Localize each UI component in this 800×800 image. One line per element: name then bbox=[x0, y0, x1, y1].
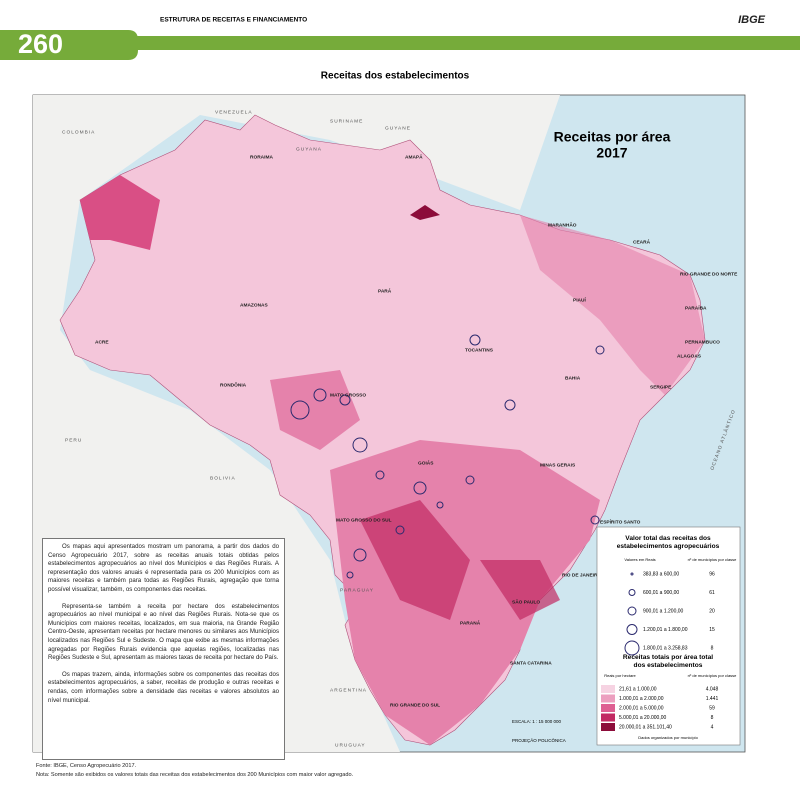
page-title: Receitas dos estabelecimentos bbox=[321, 71, 470, 82]
legend-label: 1.000,01 a 2.000,00 bbox=[619, 696, 664, 702]
legend-title: Receitas totais por área total bbox=[623, 654, 713, 661]
legend-column: Valores em Reais bbox=[624, 557, 655, 562]
logo: IBGE bbox=[738, 14, 766, 26]
legend-label: 20.000,01 a 351.101,40 bbox=[619, 724, 672, 730]
state-label: MINAS GERAIS bbox=[540, 462, 576, 468]
legend-title: dos estabelecimentos bbox=[634, 662, 703, 669]
legend-swatch bbox=[601, 723, 615, 731]
country-label: BOLIVIA bbox=[210, 475, 236, 481]
state-label: RIO DE JANEIRO bbox=[562, 572, 601, 578]
legend-symbol bbox=[624, 640, 640, 656]
map-subtitle: 2017 bbox=[596, 145, 627, 161]
country-label: PARAGUAY bbox=[340, 587, 374, 593]
legend-swatch bbox=[601, 685, 615, 693]
country-label: ARGENTINA bbox=[330, 687, 367, 693]
legend-count: 4 bbox=[711, 724, 714, 730]
legend-label: 383,83 a 600,00 bbox=[643, 571, 679, 577]
state-label: RIO GRANDE DO NORTE bbox=[680, 271, 738, 277]
circle-symbols bbox=[290, 334, 605, 579]
page-tab bbox=[0, 30, 138, 60]
state-label: RIO GRANDE DO SUL bbox=[390, 702, 440, 708]
state-label: AMAPÁ bbox=[405, 153, 423, 160]
map-title: Receitas por área bbox=[554, 129, 671, 145]
state-label: PARAÍBA bbox=[685, 303, 707, 311]
country-label: PERU bbox=[65, 437, 82, 443]
state-label: PERNAMBUCO bbox=[685, 339, 720, 345]
state-label: ACRE bbox=[95, 339, 109, 345]
country-label: GUYANA bbox=[296, 146, 322, 152]
state-label: RONDÔNIA bbox=[220, 380, 247, 388]
paragraph: Os mapas trazem, ainda, informações sobr… bbox=[48, 670, 279, 704]
country-label: VENEZUELA bbox=[215, 109, 253, 115]
legend-swatch bbox=[601, 713, 615, 722]
legend-swatch bbox=[601, 704, 615, 712]
state-label: AMAZONAS bbox=[240, 302, 269, 308]
legend-count: 1.441 bbox=[706, 696, 719, 702]
legend-column: Reais por hectare bbox=[604, 673, 636, 678]
legend-title: estabelecimentos agropecuários bbox=[617, 543, 720, 550]
paragraph: Representa-se também a receita por hecta… bbox=[48, 602, 279, 662]
state-label: PARANÁ bbox=[460, 619, 481, 626]
legend-symbol bbox=[628, 589, 636, 596]
legend-count: 4.048 bbox=[706, 686, 719, 692]
darkest-regions bbox=[360, 205, 560, 620]
legend-label: 600,01 a 900,00 bbox=[643, 590, 679, 596]
state-label: BAHIA bbox=[565, 375, 581, 381]
legend-symbol bbox=[626, 624, 638, 635]
legend-label: 5.000,01 a 20.000,00 bbox=[619, 715, 666, 721]
state-label: PARÁ bbox=[378, 287, 392, 294]
legend-count: 96 bbox=[709, 571, 715, 577]
state-label: PIAUÍ bbox=[573, 295, 586, 303]
page-number: 260 bbox=[18, 29, 63, 59]
state-label: GOIÁS bbox=[418, 459, 434, 466]
legend-swatch bbox=[601, 694, 615, 703]
legend-count: 8 bbox=[711, 715, 714, 721]
section-title: ESTRUTURA DE RECEITAS E FINANCIAMENTO bbox=[160, 17, 307, 24]
country-label: GUYANE bbox=[385, 125, 411, 131]
text-box: Os mapas aqui apresentados mostram um pa… bbox=[42, 538, 285, 760]
country-label: COLOMBIA bbox=[62, 129, 95, 135]
legend-count: 15 bbox=[709, 627, 715, 633]
state-label: MATO GROSSO bbox=[330, 392, 366, 398]
footnote: Fonte: IBGE, Censo Agropecuário 2017. bbox=[36, 763, 137, 769]
state-label: CEARÁ bbox=[633, 238, 651, 245]
footnote: Nota: Somente são exibidos os valores to… bbox=[36, 772, 354, 778]
legend-count: 59 bbox=[709, 705, 715, 711]
paragraph: Os mapas aqui apresentados mostram um pa… bbox=[48, 543, 279, 593]
legend-column: nº de municípios por classe bbox=[688, 557, 738, 562]
map-projection: PROJEÇÃO POLICÔNICA bbox=[512, 737, 566, 743]
legend-box bbox=[596, 526, 741, 746]
state-label: RORAIMA bbox=[250, 154, 273, 160]
legend-symbol bbox=[627, 606, 637, 616]
map-scale: ESCALA: 1 : 15 000 000 bbox=[512, 719, 562, 724]
state-label: SERGIPE bbox=[650, 384, 672, 390]
legend-symbol bbox=[630, 572, 634, 576]
legend-note: Dados organizados por município bbox=[638, 735, 698, 740]
legend-column: nº de municípios por classe bbox=[688, 673, 738, 678]
state-label: MARANHÃO bbox=[548, 221, 577, 228]
legend-label: 1.200,01 a 1.800,00 bbox=[643, 627, 688, 633]
legend-label: 1.800,01 a 3.258,83 bbox=[643, 645, 688, 651]
country-label: SURINAME bbox=[330, 118, 363, 124]
legend-count: 61 bbox=[709, 590, 715, 596]
legend-label: 21,61 a 1.000,00 bbox=[619, 686, 657, 692]
legend-title: Valor total das receitas dos bbox=[625, 535, 711, 542]
state-label: ALAGOAS bbox=[677, 353, 702, 359]
state-label: SÃO PAULO bbox=[512, 598, 540, 605]
legend-label: 900,01 a 1.200,00 bbox=[643, 608, 684, 614]
state-label: SANTA CATARINA bbox=[510, 660, 552, 666]
state-label: MATO GROSSO DO SUL bbox=[336, 517, 392, 523]
legend-count: 20 bbox=[709, 608, 715, 614]
country-label: URUGUAY bbox=[335, 742, 366, 748]
state-label: ESPÍRITO SANTO bbox=[600, 517, 641, 525]
legend-count: 8 bbox=[711, 645, 714, 651]
legend-label: 2.000,01 a 5.000,00 bbox=[619, 705, 664, 711]
header-bar bbox=[0, 36, 800, 50]
state-label: TOCANTINS bbox=[465, 347, 494, 353]
